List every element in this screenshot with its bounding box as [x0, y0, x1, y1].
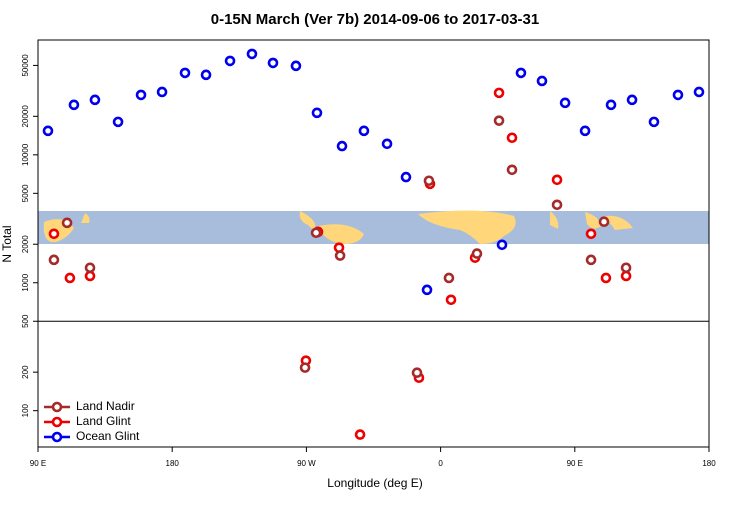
- point: [224, 55, 236, 67]
- point: [515, 67, 527, 79]
- point: [443, 272, 455, 284]
- point: [64, 272, 76, 284]
- map-band: [38, 210, 709, 244]
- y-axis-label: N Total: [0, 225, 14, 262]
- point: [112, 116, 124, 128]
- point: [156, 86, 168, 98]
- point: [42, 125, 54, 137]
- point: [626, 94, 638, 106]
- point: [48, 228, 60, 240]
- point: [445, 294, 457, 306]
- point: [493, 115, 505, 126]
- point: [620, 270, 632, 282]
- point: [299, 362, 311, 373]
- x-tick-label: 180: [166, 459, 180, 468]
- point: [61, 217, 73, 229]
- legend-marker: [51, 401, 63, 413]
- point: [135, 89, 147, 101]
- point: [89, 94, 101, 106]
- point: [672, 89, 684, 101]
- legend-label: Land Glint: [76, 414, 131, 428]
- y-tick-label: 50000: [21, 54, 30, 77]
- y-tick-label: 10000: [21, 143, 30, 166]
- x-tick-label: 180: [702, 459, 716, 468]
- point: [620, 262, 632, 274]
- x-tick-label: 90 E: [30, 459, 46, 468]
- y-tick-label: 20000: [21, 105, 30, 128]
- point: [506, 132, 518, 144]
- point: [493, 87, 505, 99]
- plot-frame: [37, 39, 710, 448]
- point: [648, 116, 660, 128]
- point: [400, 171, 412, 183]
- y-tick-label: 1000: [21, 273, 30, 291]
- legend-marker: [51, 416, 63, 428]
- point: [336, 140, 348, 152]
- point: [585, 228, 597, 240]
- point: [311, 107, 323, 119]
- point: [267, 57, 279, 69]
- point: [334, 250, 346, 261]
- point: [381, 138, 393, 150]
- x-tick-label: 0: [438, 459, 443, 468]
- y-tick-label: 5000: [21, 184, 30, 202]
- legend-label: Ocean Glint: [76, 429, 140, 443]
- x-axis-label: Longitude (deg E): [327, 476, 422, 490]
- point: [551, 174, 563, 186]
- x-tick-label: 90 W: [297, 459, 316, 468]
- point: [200, 69, 212, 81]
- point: [421, 284, 433, 296]
- point: [506, 164, 518, 176]
- point: [179, 67, 191, 79]
- point: [693, 86, 705, 98]
- y-tick-label: 100: [21, 403, 30, 417]
- point: [246, 48, 258, 60]
- point: [84, 262, 96, 274]
- point: [354, 429, 366, 440]
- point: [471, 248, 483, 259]
- y-tick-label: 200: [21, 365, 30, 379]
- point: [290, 60, 302, 72]
- point: [411, 367, 423, 379]
- point: [559, 97, 571, 109]
- legend-marker: [51, 431, 63, 443]
- point: [536, 75, 548, 87]
- point: [358, 125, 370, 137]
- point: [84, 270, 96, 282]
- y-tick-label: 2000: [21, 235, 30, 253]
- point: [423, 175, 435, 187]
- point: [68, 99, 80, 111]
- point: [598, 216, 610, 228]
- point: [579, 125, 591, 137]
- x-tick-label: 90 E: [567, 459, 583, 468]
- point: [585, 254, 597, 266]
- legend-label: Land Nadir: [76, 399, 135, 413]
- y-tick-label: 500: [21, 314, 30, 328]
- point: [551, 199, 563, 211]
- point: [605, 99, 617, 111]
- point: [600, 272, 612, 284]
- chart-title: 0-15N March (Ver 7b) 2014-09-06 to 2017-…: [211, 11, 540, 28]
- point: [48, 254, 60, 266]
- point: [496, 239, 508, 251]
- point: [310, 227, 322, 239]
